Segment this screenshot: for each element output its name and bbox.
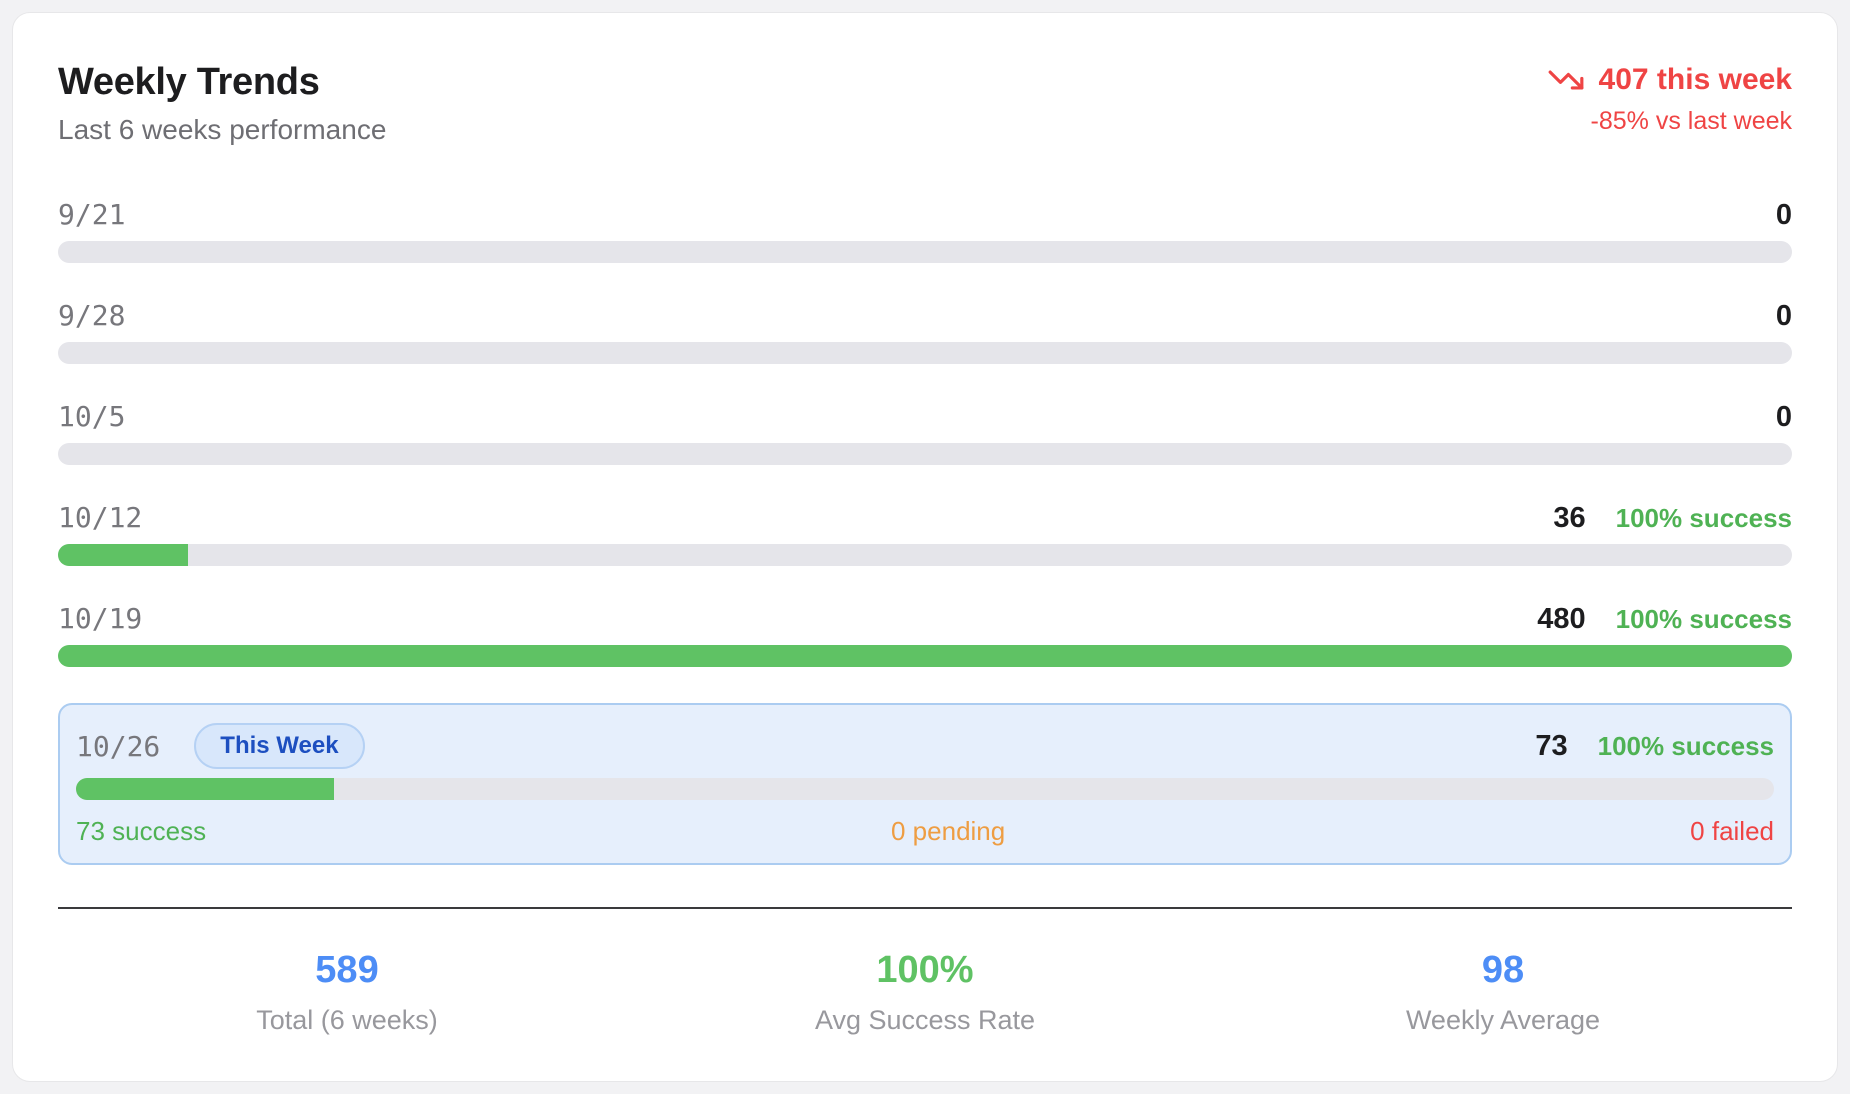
stat-weekly-average-label: Weekly Average — [1405, 1005, 1601, 1035]
week-date: 9/21 — [58, 198, 126, 231]
trend-headline: 407 this week — [1598, 63, 1792, 96]
stat-total: 589 Total (6 weeks) — [58, 949, 636, 1036]
stat-weekly-average-value: 98 — [1481, 949, 1525, 991]
week-success-rate: 100% success — [1597, 730, 1774, 761]
summary-stats: 589 Total (6 weeks) 100% Avg Success Rat… — [58, 949, 1792, 1036]
week-count: 480 — [1537, 603, 1586, 635]
current-week-breakdown: 73 success 0 pending 0 failed — [76, 816, 1774, 847]
week-count: 36 — [1553, 502, 1586, 534]
stat-total-label: Total (6 weeks) — [256, 1005, 438, 1035]
week-bar-track — [58, 645, 1792, 667]
page-subtitle: Last 6 weeks performance — [58, 114, 387, 145]
header-titles: Weekly Trends Last 6 weeks performance — [58, 61, 386, 146]
week-count: 0 — [1775, 199, 1792, 231]
week-count: 0 — [1775, 300, 1792, 332]
week-bar-track — [58, 342, 1792, 364]
breakdown-success: 73 success — [76, 816, 207, 846]
week-count: 73 — [1535, 729, 1568, 762]
page-title: Weekly Trends — [58, 61, 320, 103]
week-date: 9/28 — [58, 299, 126, 332]
trending-down-icon — [1548, 70, 1583, 90]
current-week-row: 10/26 This Week 73 100% success 73 succe… — [58, 703, 1792, 865]
week-bar-track — [58, 443, 1792, 465]
card-header: Weekly Trends Last 6 weeks performance 4… — [58, 61, 1792, 146]
summary-divider — [58, 907, 1792, 909]
week-row: 9/28 0 — [58, 299, 1792, 364]
breakdown-pending: 0 pending — [891, 816, 1006, 846]
week-bar-track — [58, 241, 1792, 263]
stat-weekly-average: 98 Weekly Average — [1214, 949, 1792, 1036]
breakdown-failed: 0 failed — [1690, 816, 1774, 846]
trend-indicator: 407 this week -85% vs last week — [1547, 61, 1792, 136]
week-date: 10/19 — [58, 602, 143, 635]
weekly-trends-card: Weekly Trends Last 6 weeks performance 4… — [12, 12, 1838, 1082]
trend-comparison: -85% vs last week — [1590, 107, 1792, 135]
week-row: 10/19 480 100% success — [58, 602, 1792, 667]
stat-avg-success-value: 100% — [876, 949, 974, 991]
week-bar-fill — [58, 544, 189, 566]
week-date: 10/26 — [76, 729, 161, 763]
week-bar-track — [76, 778, 1774, 800]
week-row: 10/12 36 100% success — [58, 501, 1792, 566]
stat-avg-success: 100% Avg Success Rate — [636, 949, 1214, 1036]
week-row: 10/5 0 — [58, 400, 1792, 465]
week-bar-fill — [58, 645, 1792, 667]
week-date: 10/5 — [58, 400, 126, 433]
week-success-rate: 100% success — [1615, 604, 1792, 634]
week-bar-fill — [76, 778, 335, 800]
this-week-badge: This Week — [194, 723, 365, 769]
week-rows: 9/21 0 9/28 0 10/5 — [58, 198, 1792, 865]
week-success-rate: 100% success — [1615, 503, 1792, 533]
stat-avg-success-label: Avg Success Rate — [814, 1005, 1036, 1035]
trend-headline-row: 407 this week — [1547, 61, 1792, 99]
week-bar-track — [58, 544, 1792, 566]
week-date: 10/12 — [58, 501, 143, 534]
week-count: 0 — [1775, 401, 1792, 433]
week-row: 9/21 0 — [58, 198, 1792, 263]
stat-total-value: 589 — [315, 949, 379, 991]
